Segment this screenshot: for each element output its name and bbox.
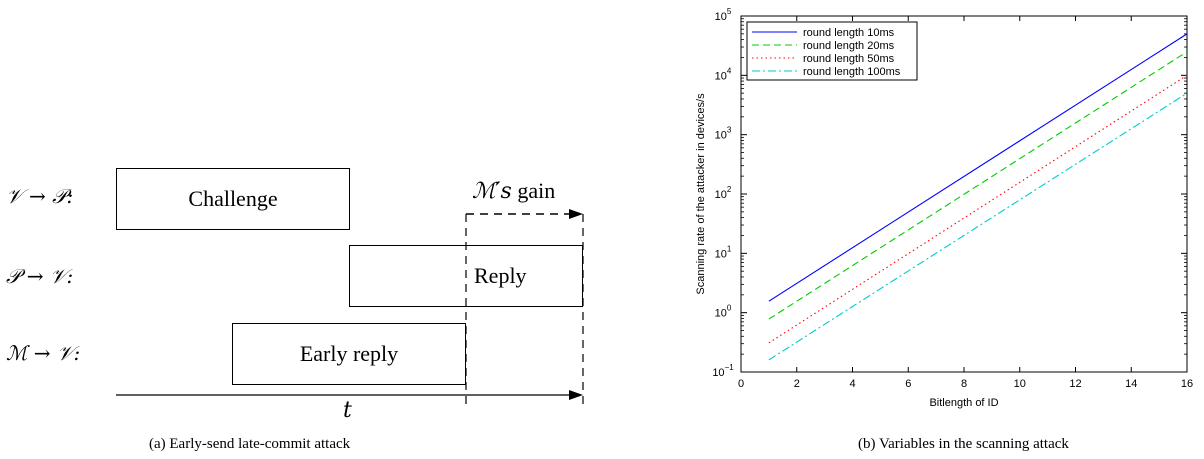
x-axis-label: Bitlength of ID [929,397,998,409]
y-tick-label: 102 [715,185,732,201]
x-tick-label: 14 [1125,378,1137,390]
y-axis-label: Scanning rate of the attacker in devices… [695,93,707,295]
legend-label-1: round length 10ms [803,27,895,39]
timing-overlay [116,209,584,410]
y-tick-label: 104 [715,66,732,82]
y-tick-label: 103 [715,126,732,142]
time-label: t [343,398,352,423]
gain-arrowhead [569,209,583,219]
legend-label-2: round length 20ms [803,40,895,52]
caption-b: (b) Variables in the scanning attack [858,436,1069,452]
caption-a: (a) Early-send late-commit attack [149,436,351,452]
y-tick-label: 105 [715,7,732,23]
early-reply-box: Early reply [232,323,466,385]
legend-label-3: round length 50ms [803,53,895,65]
reply-text: Reply [474,263,527,288]
legend-label-4: round length 100ms [803,66,901,78]
x-tick-label: 12 [1069,378,1081,390]
x-tick-label: 0 [738,378,744,390]
time-axis-arrowhead [569,390,583,400]
challenge-box: Challenge [116,168,350,230]
scanning-rate-chart: 0 2 4 6 8 10 12 14 16 10−1 100 101 102 103 104 105 roun… [695,7,1193,409]
x-tick-label: 2 [794,378,800,390]
x-tick-label: 8 [961,378,967,390]
series-line-3 [768,74,1188,344]
series-line-1 [768,33,1188,302]
row-label-verifier-to-prover: 𝒱 → 𝒫: [6,184,74,208]
y-tick-label: 100 [715,304,732,320]
series-line-2 [768,51,1188,320]
series-line-4 [768,92,1188,361]
x-tick-label: 4 [849,378,855,390]
row-label-attacker-to-verifier: ℳ → 𝒱: [6,341,81,365]
row-label-prover-to-verifier: 𝒫 → 𝒱: [6,264,74,288]
x-tick-label: 16 [1181,378,1193,390]
x-tick-label: 10 [1014,378,1026,390]
x-tick-label: 6 [905,378,911,390]
y-tick-label: 101 [715,244,732,260]
y-tick-label: 10−1 [712,363,734,379]
attacker-gain-label: ℳ′s gain [472,178,556,204]
